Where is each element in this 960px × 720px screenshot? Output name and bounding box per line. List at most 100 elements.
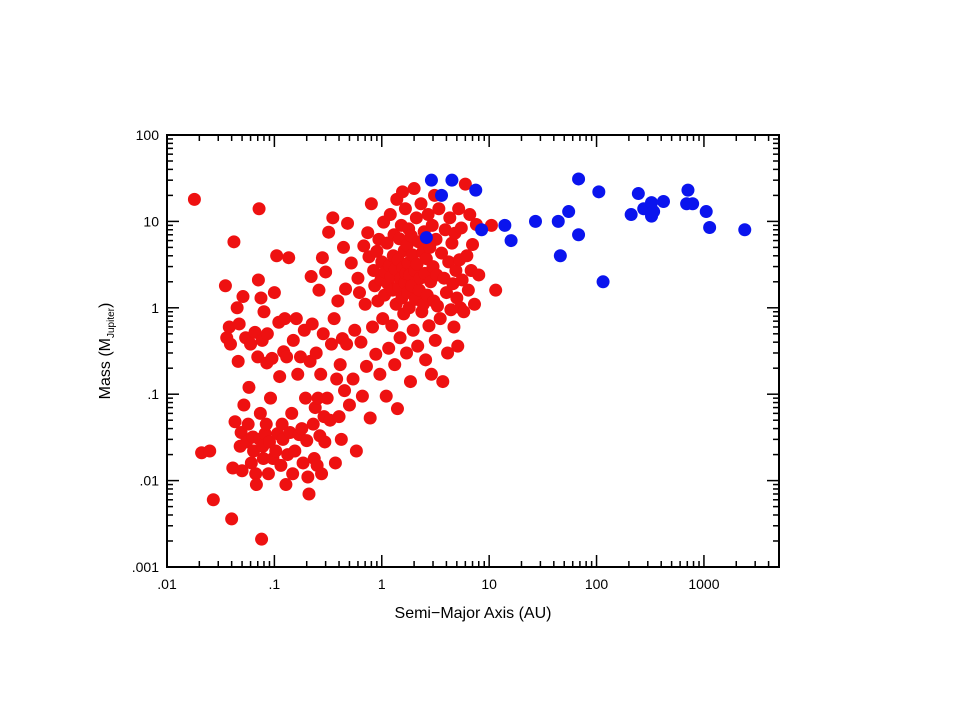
data-point-red — [249, 467, 263, 481]
data-point-red — [463, 208, 477, 222]
data-point-red — [428, 333, 442, 347]
data-point-red — [422, 319, 436, 333]
data-point-red — [222, 320, 236, 334]
x-axis-title: Semi−Major Axis (AU) — [395, 605, 552, 622]
data-point-red — [484, 218, 498, 232]
data-point-red — [249, 478, 263, 492]
data-point-blue — [424, 173, 438, 187]
data-point-red — [274, 458, 288, 472]
data-point-blue — [435, 188, 449, 202]
data-point-red — [251, 273, 265, 287]
data-point-red — [458, 177, 472, 191]
data-point-red — [349, 444, 363, 458]
data-point-red — [257, 305, 271, 319]
data-point-red — [342, 398, 356, 412]
data-point-red — [286, 333, 300, 347]
data-point-red — [358, 297, 372, 311]
data-point-red — [237, 398, 251, 412]
data-point-red — [253, 406, 267, 420]
data-point-red — [400, 346, 414, 360]
data-point-red — [447, 320, 461, 334]
data-point-red — [218, 279, 232, 293]
data-point-red — [252, 202, 266, 216]
data-point-red — [282, 251, 296, 265]
data-point-blue — [624, 208, 638, 222]
y-tick-label: 1 — [151, 300, 159, 316]
data-point-red — [331, 294, 345, 308]
data-point-blue — [528, 214, 542, 228]
data-point-red — [289, 312, 303, 326]
data-point-red — [363, 411, 377, 425]
data-point-red — [309, 346, 323, 360]
data-point-red — [286, 467, 300, 481]
data-point-blue — [562, 205, 576, 219]
data-point-red — [302, 487, 316, 501]
data-point-red — [295, 422, 309, 436]
data-point-red — [227, 235, 241, 249]
data-point-blue — [631, 187, 645, 201]
data-point-red — [366, 320, 380, 334]
data-point-red — [203, 444, 217, 458]
data-point-red — [466, 238, 480, 252]
data-point-red — [306, 417, 320, 431]
data-point-red — [382, 341, 396, 355]
data-point-red — [338, 384, 352, 398]
data-point-red — [279, 478, 293, 492]
y-axis-title-main: Mass (M — [97, 338, 114, 399]
data-point-red — [280, 350, 294, 364]
data-point-red — [187, 192, 201, 206]
data-point-red — [388, 358, 402, 372]
data-point-red — [344, 256, 358, 270]
x-tick-label: 100 — [585, 576, 609, 592]
data-point-blue — [703, 220, 717, 234]
data-point-red — [288, 444, 302, 458]
data-point-red — [254, 291, 268, 305]
data-point-blue — [504, 234, 518, 248]
data-point-red — [262, 435, 276, 449]
data-point-blue — [656, 194, 670, 208]
data-point-red — [398, 202, 412, 216]
data-point-red — [305, 317, 319, 331]
data-point-red — [304, 270, 318, 284]
data-point-red — [324, 337, 338, 351]
data-point-red — [278, 312, 292, 326]
y-tick-label: .01 — [140, 473, 160, 489]
data-point-red — [348, 323, 362, 337]
data-point-red — [435, 246, 449, 260]
data-point-red — [443, 211, 457, 225]
data-point-red — [267, 286, 281, 300]
data-point-red — [339, 282, 353, 296]
data-point-blue — [647, 205, 661, 219]
data-point-red — [242, 380, 256, 394]
data-point-red — [370, 244, 384, 258]
data-point-red — [315, 251, 329, 265]
data-point-red — [265, 351, 279, 365]
data-point-red — [241, 417, 255, 431]
data-point-red — [334, 432, 348, 446]
y-axis-title-subscript: Jupiter — [106, 307, 117, 338]
y-tick-label: 10 — [143, 213, 159, 229]
data-point-red — [341, 216, 355, 230]
data-point-blue — [572, 228, 586, 242]
data-point-red — [369, 347, 383, 361]
data-point-red — [355, 389, 369, 403]
data-point-red — [376, 312, 390, 326]
data-point-blue — [572, 172, 586, 186]
data-point-red — [351, 271, 365, 285]
data-point-red — [421, 208, 435, 222]
data-point-red — [429, 232, 443, 246]
data-point-red — [461, 283, 475, 297]
data-point-red — [256, 452, 270, 466]
data-point-red — [433, 312, 447, 326]
data-point-red — [244, 456, 258, 470]
data-point-red — [327, 312, 341, 326]
data-point-red — [414, 197, 428, 211]
data-point-blue — [553, 249, 567, 263]
data-point-red — [300, 434, 314, 448]
data-point-red — [328, 456, 342, 470]
data-point-blue — [738, 223, 752, 237]
data-point-red — [225, 512, 239, 526]
data-point-red — [316, 327, 330, 341]
data-point-red — [409, 211, 423, 225]
